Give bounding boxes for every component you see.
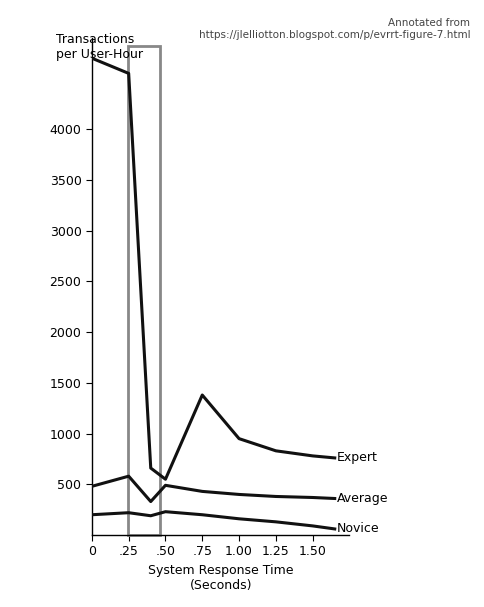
Text: Novice: Novice <box>336 523 379 535</box>
Bar <box>128 46 159 535</box>
Text: Transactions
per User-Hour: Transactions per User-Hour <box>56 33 142 61</box>
Text: Annotated from
https://jlelliotton.blogspot.com/p/evrrt-figure-7.html: Annotated from https://jlelliotton.blogs… <box>198 18 469 40</box>
X-axis label: System Response Time
(Seconds): System Response Time (Seconds) <box>148 564 293 592</box>
Text: Expert: Expert <box>336 452 377 464</box>
Text: Average: Average <box>336 492 388 505</box>
